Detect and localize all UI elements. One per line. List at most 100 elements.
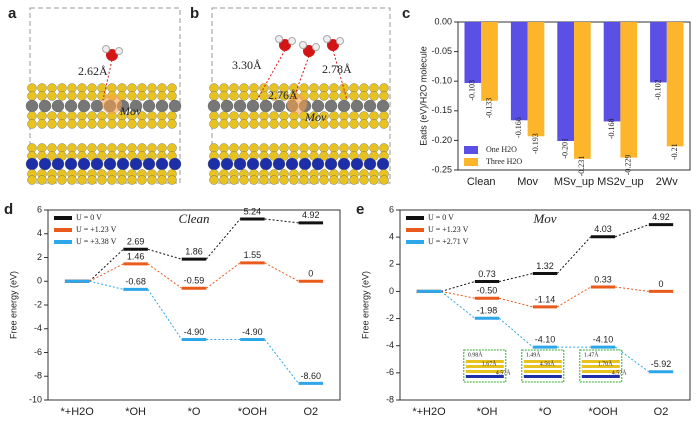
inset-label: 1.70Å <box>598 359 614 367</box>
atom <box>57 83 67 93</box>
atom <box>349 175 359 185</box>
atom <box>142 99 156 113</box>
atom <box>103 157 117 171</box>
atom <box>57 175 67 185</box>
x-tick-label: *OH <box>125 406 146 418</box>
atom <box>309 119 319 129</box>
hydrogen <box>275 35 283 43</box>
y-tick-label: -10 <box>29 394 42 404</box>
atom <box>299 83 309 93</box>
atom <box>239 83 249 93</box>
atom <box>239 111 249 121</box>
value-label: 0.73 <box>478 269 496 279</box>
oxygen <box>106 49 118 61</box>
value-label: -4.90 <box>242 327 263 337</box>
atom <box>379 83 389 93</box>
value-label: -0.103 <box>468 80 477 101</box>
atom <box>87 91 97 101</box>
atom <box>279 111 289 121</box>
atom <box>167 119 177 129</box>
x-tick-label: *+H2O <box>412 406 446 418</box>
atom <box>339 119 349 129</box>
y-tick-label: -0.25 <box>431 164 452 174</box>
atom <box>137 143 147 153</box>
atom <box>279 119 289 129</box>
atom <box>319 175 329 185</box>
atom <box>359 143 369 153</box>
atom <box>116 157 130 171</box>
atom <box>47 83 57 93</box>
atom <box>349 83 359 93</box>
atom <box>369 91 379 101</box>
atom <box>329 83 339 93</box>
atom <box>64 99 78 113</box>
atom <box>47 151 57 161</box>
y-tick-label: -0.20 <box>431 135 452 145</box>
atom <box>319 83 329 93</box>
y-tick-label: -6 <box>34 347 42 357</box>
atom <box>329 91 339 101</box>
atom <box>219 91 229 101</box>
inset-layer <box>581 360 620 363</box>
value-label: 1.55 <box>244 250 262 260</box>
distance-label: 2.76Å <box>268 88 298 102</box>
atom <box>379 143 389 153</box>
atom <box>259 143 269 153</box>
atom <box>155 157 169 171</box>
atom <box>207 99 221 113</box>
x-tick-label: 2Wv <box>656 176 679 188</box>
atom <box>359 151 369 161</box>
connector <box>89 263 124 282</box>
atom <box>376 99 390 113</box>
x-tick-label: MSv_up <box>554 176 594 188</box>
atom <box>279 91 289 101</box>
value-label: -4.10 <box>535 334 556 344</box>
y-tick-label: -0.15 <box>431 105 452 115</box>
bar <box>650 22 667 83</box>
atom <box>369 175 379 185</box>
atom <box>157 175 167 185</box>
panel-label: d <box>4 201 13 218</box>
value-label: -0.68 <box>125 277 146 287</box>
atom <box>97 119 107 129</box>
connector <box>89 280 124 290</box>
bar <box>481 22 498 101</box>
atom <box>167 83 177 93</box>
connector <box>556 236 592 274</box>
bond <box>102 59 113 101</box>
inset-label: 4.56Å <box>540 359 556 367</box>
oxygen <box>327 39 339 51</box>
legend-label: U = +1.23 V <box>428 225 469 234</box>
atom <box>25 99 39 113</box>
atom <box>157 83 167 93</box>
atom <box>239 175 249 185</box>
legend-swatch <box>464 146 478 154</box>
panel-label: c <box>402 5 410 22</box>
connector <box>615 286 649 292</box>
atom <box>299 143 309 153</box>
connector <box>205 218 241 260</box>
atom <box>239 119 249 129</box>
site-label: Mov <box>304 110 327 124</box>
atom <box>359 111 369 121</box>
atom <box>339 91 349 101</box>
x-tick-label: *+H2O <box>61 406 95 418</box>
atom <box>339 83 349 93</box>
atom <box>209 143 219 153</box>
atom <box>349 119 359 129</box>
y-tick-label: 0 <box>37 276 42 286</box>
atom <box>37 119 47 129</box>
value-label: 5.24 <box>244 206 262 216</box>
atom <box>349 91 359 101</box>
y-tick-label: -6 <box>386 367 394 377</box>
x-tick-label: *O <box>539 406 552 418</box>
atom <box>379 111 389 121</box>
atom <box>272 157 286 171</box>
atom <box>37 111 47 121</box>
atom <box>259 157 273 171</box>
atom <box>27 119 37 129</box>
atom <box>319 119 329 129</box>
value-label: 4.92 <box>652 212 670 222</box>
value-label: -1.14 <box>535 294 556 304</box>
